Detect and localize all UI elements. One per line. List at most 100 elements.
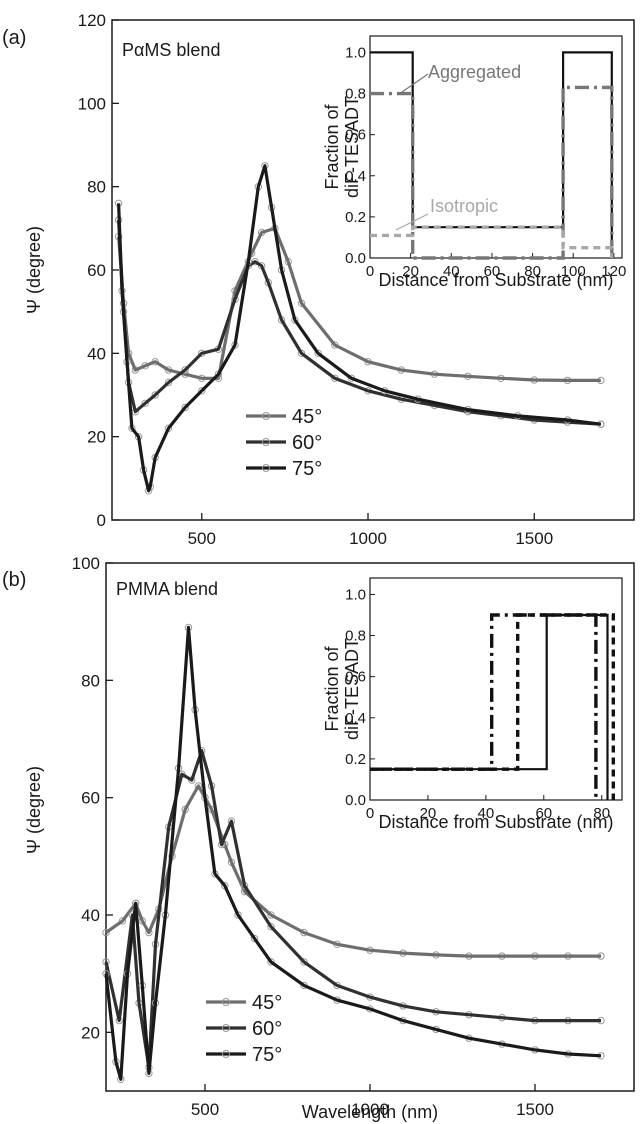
- data-point-marker: [151, 391, 159, 399]
- inset-annotation-aggregated: Aggregated: [428, 62, 521, 82]
- inset-step-dash-dot: [370, 85, 614, 260]
- legend-label: 60°: [252, 1018, 282, 1040]
- x-tick-label: 1000: [349, 529, 387, 548]
- legend-label: 75°: [292, 458, 322, 480]
- inset-annotation-isotropic: Isotropic: [430, 196, 498, 216]
- y-tick-label: 60: [81, 789, 100, 808]
- panel-a-title: PαMS blend: [122, 40, 220, 60]
- panel-a-y-ticks: 0 20 40 60 80 100 120: [78, 11, 119, 530]
- inset-step-dashed: [370, 225, 614, 258]
- panel-a-inset-ticks: 0.0 0.2 0.4 0.6 0.8 1.0 0 20 40 60 80 100 120: [345, 44, 626, 280]
- inset-y-tick-label: 0.2: [345, 751, 366, 768]
- inset-y-tick-label: 0.0: [345, 792, 366, 809]
- y-tick-label: 120: [78, 11, 106, 30]
- data-point-marker: [297, 349, 306, 357]
- panel-a-inset-x-label: Distance from Substrate (nm): [378, 270, 613, 290]
- inset-x-tick-label: 40: [443, 263, 460, 280]
- inset-y-tick-label: 1.0: [345, 44, 366, 61]
- inset-y-tick-label: 0.8: [345, 86, 366, 103]
- y-tick-label: 20: [81, 1023, 100, 1042]
- isotropic-arrow: [395, 213, 429, 231]
- data-point-marker: [314, 349, 322, 357]
- inset-x-tick-label: 120: [601, 263, 626, 280]
- inset-y-tick-label: 1.0: [345, 586, 366, 603]
- legend-label: 60°: [292, 432, 322, 454]
- inset-y-tick-label: 0.6: [345, 669, 366, 686]
- data-point-marker: [250, 934, 259, 943]
- panel-a-y-axis-label: Ψ (degree): [24, 226, 44, 314]
- legend-marker: [222, 1024, 230, 1032]
- inset-y-tick-label: 0.8: [345, 628, 366, 645]
- data-point-marker: [141, 399, 149, 407]
- panel-b: (b) PMMA blend Ψ (degree) Wavelength (nm…: [2, 554, 635, 1122]
- data-point-marker: [300, 958, 308, 966]
- inset-x-tick-label: 80: [593, 805, 610, 822]
- panel-b-x-ticks: 500 1000 1500: [191, 1084, 554, 1119]
- data-point-marker: [164, 378, 173, 387]
- y-tick-label: 40: [87, 344, 106, 363]
- data-point-marker: [267, 958, 275, 966]
- legend-label: 75°: [252, 1044, 282, 1066]
- y-tick-label: 80: [81, 671, 100, 690]
- panel-b-inset-ticks: 0.0 0.2 0.4 0.6 0.8 1.0 0 20 40 60 80: [345, 586, 610, 822]
- data-point-marker: [198, 387, 206, 395]
- panel-b-x-axis-label: Wavelength (nm): [302, 1102, 438, 1122]
- inset-x-tick-label: 60: [484, 263, 501, 280]
- data-point-marker: [118, 917, 127, 925]
- y-tick-label: 100: [72, 554, 100, 573]
- inset-x-tick-label: 20: [402, 263, 419, 280]
- panel-a-legend: 45° 60° 75°: [246, 406, 322, 480]
- legend-label: 45°: [292, 406, 322, 428]
- panel-b-inset-x-label: Distance from Substrate (nm): [378, 812, 613, 832]
- data-point-marker: [181, 403, 189, 412]
- inset-x-tick-label: 0: [366, 263, 374, 280]
- legend-marker: [222, 998, 230, 1006]
- panel-b-label: (b): [2, 569, 26, 591]
- panel-b-inset-y-label-line1: Fraction of: [322, 645, 342, 731]
- x-tick-label: 500: [191, 1100, 219, 1119]
- inset-y-tick-label: 0.4: [345, 168, 366, 185]
- panel-b-inset-y-label-line2: diF-TESADT: [342, 638, 362, 740]
- y-tick-label: 100: [78, 94, 106, 113]
- legend-marker: [262, 412, 270, 420]
- series-line-75°: [104, 625, 602, 1081]
- y-tick-label: 40: [81, 906, 100, 925]
- series-line-45°: [105, 784, 601, 958]
- inset-y-tick-label: 0.6: [345, 127, 366, 144]
- inset-x-tick-label: 100: [561, 263, 586, 280]
- panel-a-inset-series: [370, 51, 614, 260]
- panel-b-legend: 45° 60° 75°: [206, 992, 282, 1066]
- y-tick-label: 20: [87, 428, 106, 447]
- panel-a-x-ticks: 500 1000 1500: [188, 513, 553, 548]
- series-line-75°: [117, 164, 602, 493]
- x-tick-label: 500: [188, 529, 216, 548]
- legend-marker: [222, 1050, 230, 1058]
- series-line-45°: [117, 226, 601, 382]
- y-tick-label: 0: [97, 511, 106, 530]
- panel-a-inset-y-label-line2: diF-TESADT: [342, 96, 362, 198]
- panel-b-y-ticks: 20 40 60 80 100: [72, 554, 113, 1042]
- aggregated-arrow: [401, 73, 429, 93]
- data-point-marker: [267, 923, 275, 931]
- data-point-marker: [102, 928, 110, 937]
- panel-b-inset-frame: [369, 577, 623, 801]
- panel-b-series: [102, 623, 605, 1084]
- inset-y-tick-label: 0.4: [345, 710, 366, 727]
- data-point-marker: [181, 366, 189, 374]
- inset-y-tick-label: 0.2: [345, 209, 366, 226]
- panel-b-inset-series: [370, 613, 615, 800]
- panel-b-y-axis-label: Ψ (degree): [24, 766, 44, 854]
- panel-b-title: PMMA blend: [116, 579, 218, 599]
- x-tick-label: 1500: [515, 529, 553, 548]
- panel-a-inset-y-label-line1: Fraction of: [322, 103, 342, 189]
- inset-x-tick-label: 0: [366, 805, 374, 822]
- x-tick-label: 1000: [351, 1100, 389, 1119]
- inset-x-tick-label: 60: [535, 805, 552, 822]
- inset-x-tick-label: 40: [478, 805, 495, 822]
- panel-a-label: (a): [2, 27, 26, 49]
- panel-a: (a) PαMS blend Ψ (degree) 0 20 40 60 80 100 12…: [2, 11, 635, 548]
- legend-marker: [262, 464, 270, 472]
- y-tick-label: 80: [87, 178, 106, 197]
- inset-step-dash-dot: [370, 613, 598, 800]
